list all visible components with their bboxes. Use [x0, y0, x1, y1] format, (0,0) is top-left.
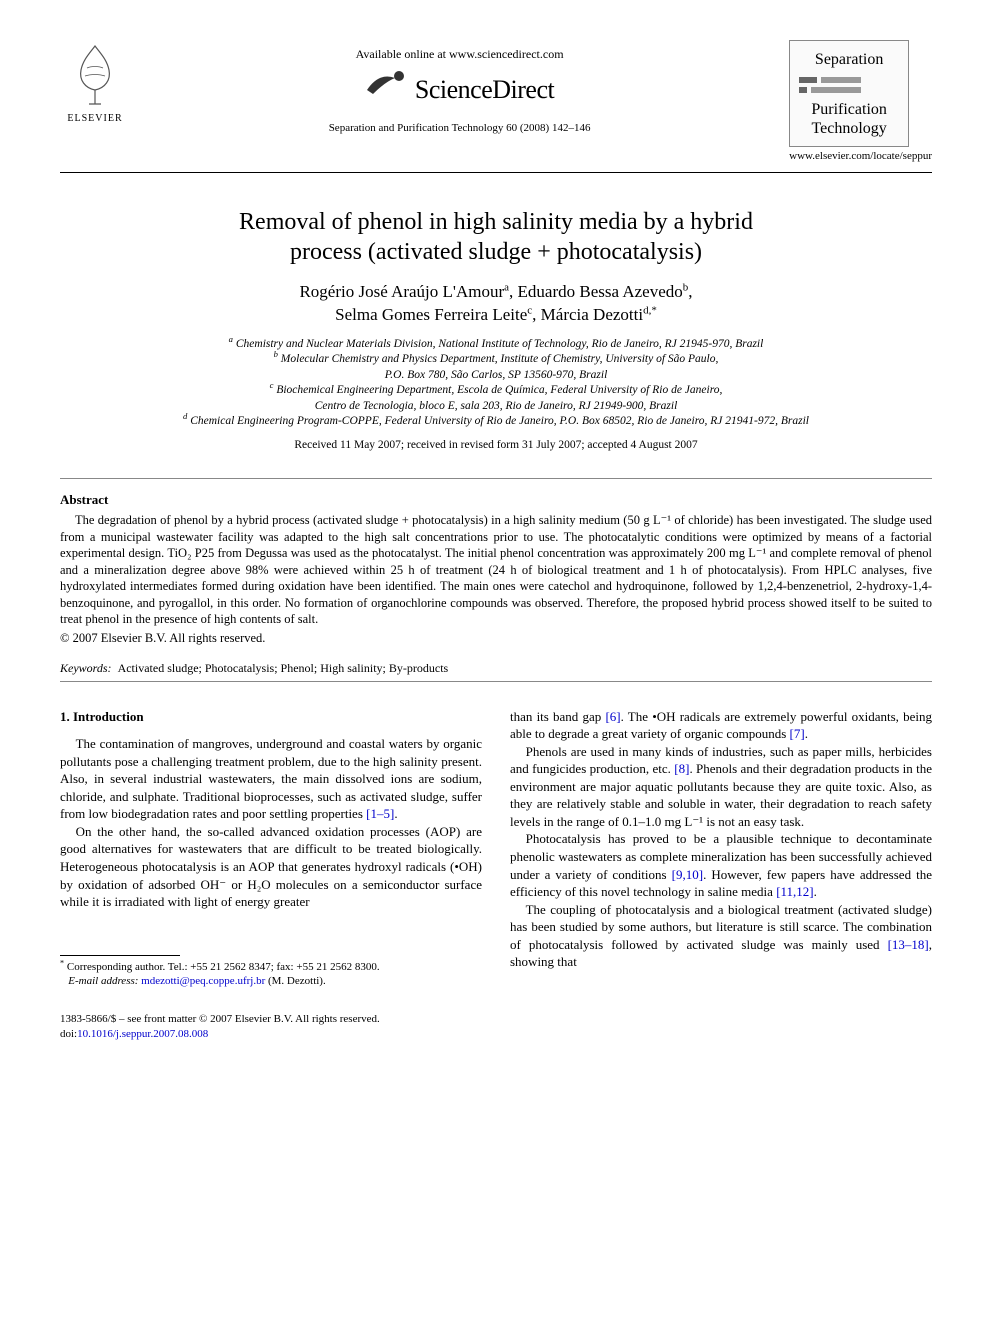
abstract-top-rule [60, 478, 932, 479]
affil-d: Chemical Engineering Program-COPPE, Fede… [190, 415, 809, 427]
sep-1: , Eduardo Bessa Azevedo [509, 282, 683, 301]
sciencedirect-wordmark: ScienceDirect [415, 72, 554, 107]
abstract-bottom-rule [60, 681, 932, 682]
corresponding-star: * [651, 304, 657, 316]
p5-c: . [814, 884, 817, 899]
email-label: E-mail address: [68, 975, 138, 987]
elsevier-tree-icon [67, 40, 123, 110]
sep-2: , [688, 282, 692, 301]
ref-link-6[interactable]: [6] [605, 709, 620, 724]
keywords-line: Keywords: Activated sludge; Photocatalys… [60, 660, 932, 676]
affil-c-2: Centro de Tecnologia, bloco E, sala 203,… [315, 400, 678, 412]
p3-c: . [805, 726, 808, 741]
ref-link-9-10[interactable]: [9,10] [672, 867, 703, 882]
section-1-heading: 1. Introduction [60, 708, 482, 726]
affil-b-2: P.O. Box 780, São Carlos, SP 13560-970, … [385, 369, 608, 381]
para-2: On the other hand, the so-called advance… [60, 823, 482, 911]
affil-a: Chemistry and Nuclear Materials Division… [236, 338, 763, 350]
doi-prefix: doi: [60, 1028, 77, 1040]
p3-a: than its band gap [510, 709, 605, 724]
header-center: Available online at www.sciencedirect.co… [130, 40, 789, 136]
page-footer: 1383-5866/$ – see front matter © 2007 El… [60, 1012, 932, 1042]
header-row: ELSEVIER Available online at www.science… [60, 40, 932, 164]
p1-a: The contamination of mangroves, undergro… [60, 736, 482, 821]
ref-link-8[interactable]: [8] [674, 761, 689, 776]
paper-title: Removal of phenol in high salinity media… [60, 207, 932, 267]
corr-label: Corresponding author. Tel.: +55 21 2562 … [67, 961, 380, 973]
authors: Rogério José Araújo L'Amoura, Eduardo Be… [60, 281, 932, 327]
corresponding-email-link[interactable]: mdezotti@peq.coppe.ufrj.br [141, 975, 265, 987]
footnote-separator [60, 955, 180, 956]
cover-line-2: Purification [798, 101, 900, 119]
journal-cover: Separation Purification Technology [789, 40, 909, 147]
elsevier-logo: ELSEVIER [60, 40, 130, 126]
author-1: Rogério José Araújo L'Amour [299, 282, 504, 301]
ref-link-13-18[interactable]: [13–18] [888, 937, 929, 952]
title-line-1: Removal of phenol in high salinity media… [239, 209, 753, 235]
ref-link-11-12[interactable]: [11,12] [776, 884, 813, 899]
para-4: Phenols are used in many kinds of indust… [510, 743, 932, 831]
para-3: than its band gap [6]. The •OH radicals … [510, 708, 932, 743]
cover-line-3: Technology [798, 120, 900, 138]
para-5: Photocatalysis has proved to be a plausi… [510, 830, 932, 900]
p2-a: On the other hand, the so-called advance… [60, 824, 482, 909]
email-tail: (M. Dezotti). [265, 975, 325, 987]
title-line-2: process (activated sludge + photocatalys… [290, 239, 702, 265]
p6-a: The coupling of photocatalysis and a bio… [510, 902, 932, 952]
header-rule [60, 172, 932, 173]
body-columns: 1. Introduction The contamination of man… [60, 708, 932, 989]
available-online-text: Available online at www.sciencedirect.co… [130, 46, 789, 62]
affil-b-1: Molecular Chemistry and Physics Departme… [281, 353, 719, 365]
abstract-block: Abstract The degradation of phenol by a … [60, 491, 932, 677]
abstract-text: The degradation of phenol by a hybrid pr… [60, 512, 932, 628]
keywords-text: Activated sludge; Photocatalysis; Phenol… [118, 661, 449, 675]
para-6: The coupling of photocatalysis and a bio… [510, 901, 932, 971]
corresponding-footnote: * Corresponding author. Tel.: +55 21 256… [60, 960, 482, 989]
article-dates: Received 11 May 2007; received in revise… [60, 438, 932, 454]
ref-link-1-5[interactable]: [1–5] [366, 806, 394, 821]
journal-citation: Separation and Purification Technology 6… [130, 121, 789, 136]
sciencedirect-swoosh-icon [365, 68, 411, 98]
front-matter-text: 1383-5866/$ – see front matter © 2007 El… [60, 1013, 380, 1025]
sciencedirect-logo: ScienceDirect [365, 68, 554, 107]
abstract-heading: Abstract [60, 491, 932, 509]
keywords-label: Keywords: [60, 661, 112, 675]
cover-bars-icon [798, 75, 900, 99]
elsevier-wordmark: ELSEVIER [67, 112, 122, 126]
cover-line-1: Separation [798, 51, 900, 69]
abstract-body: The degradation of phenol by a hybrid pr… [60, 513, 932, 626]
page-container: ELSEVIER Available online at www.science… [0, 0, 992, 1092]
ref-link-7[interactable]: [7] [790, 726, 805, 741]
journal-url: www.elsevier.com/locate/seppur [789, 149, 932, 164]
sep-3: , Márcia Dezotti [532, 305, 643, 324]
footer-left: 1383-5866/$ – see front matter © 2007 El… [60, 1012, 380, 1042]
abstract-copyright: © 2007 Elsevier B.V. All rights reserved… [60, 630, 932, 647]
doi-link[interactable]: 10.1016/j.seppur.2007.08.008 [77, 1028, 208, 1040]
p1-b: . [394, 806, 397, 821]
journal-cover-block: Separation Purification Technology www.e… [789, 40, 932, 164]
affiliations: a Chemistry and Nuclear Materials Divisi… [60, 337, 932, 430]
affil-c-1: Biochemical Engineering Department, Esco… [276, 384, 722, 396]
author-3: Selma Gomes Ferreira Leite [335, 305, 527, 324]
para-1: The contamination of mangroves, undergro… [60, 735, 482, 823]
